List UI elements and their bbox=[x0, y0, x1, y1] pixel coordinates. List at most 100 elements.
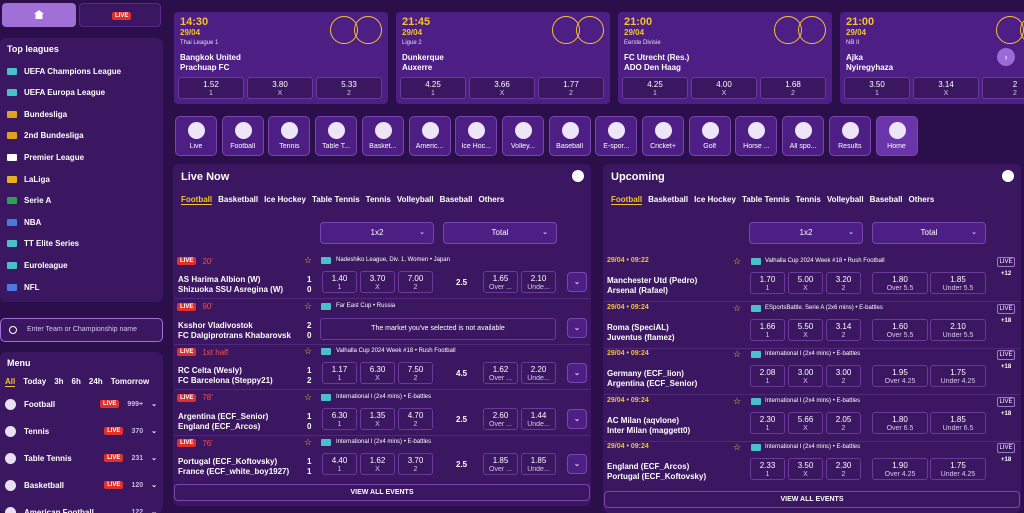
sport-tile-table-tennis[interactable]: Table T... bbox=[315, 116, 358, 156]
live-market-select[interactable]: 1x2 ⌄ bbox=[320, 222, 434, 244]
under-button[interactable]: 1.75 Under 4.25 bbox=[930, 365, 986, 387]
menu-item[interactable]: Basketball LIVE 120 ⌄ bbox=[5, 477, 157, 493]
odd-button[interactable]: 4.00 X bbox=[691, 77, 757, 99]
odd-button[interactable]: 5.66 X bbox=[788, 411, 823, 434]
odd-button[interactable]: 4.25 1 bbox=[622, 77, 688, 99]
odd-button[interactable]: 3.80 X bbox=[247, 77, 313, 99]
expand-button[interactable]: ⌄ bbox=[567, 272, 587, 292]
under-button[interactable]: 2.20 Unde... bbox=[521, 362, 556, 384]
tab-football[interactable]: Football bbox=[181, 195, 213, 205]
expand-button[interactable]: ⌄ bbox=[567, 408, 587, 429]
sport-tile-cricket[interactable]: Cricket+ bbox=[642, 116, 684, 156]
odd-button[interactable]: 3.14 2 bbox=[826, 318, 861, 341]
sport-tile-home[interactable]: Home bbox=[875, 116, 918, 156]
tab-table-tennis[interactable]: Table Tennis bbox=[741, 195, 790, 204]
tab-tennis[interactable]: Tennis bbox=[365, 195, 391, 204]
menu-filter[interactable]: Today bbox=[23, 377, 47, 386]
menu-item[interactable]: Football LIVE 999+ ⌄ bbox=[5, 396, 157, 412]
sport-tile-tennis[interactable]: Tennis bbox=[268, 116, 311, 156]
odd-button[interactable]: 3.50 1 bbox=[844, 77, 910, 99]
odd-button[interactable]: 1.17 1 bbox=[322, 362, 357, 384]
league-item[interactable]: NBA bbox=[7, 215, 41, 229]
tab-baseball[interactable]: Baseball bbox=[869, 195, 903, 204]
under-button[interactable]: 1.85 Under 6.5 bbox=[930, 411, 986, 434]
favorite-star-icon[interactable]: ☆ bbox=[304, 437, 313, 447]
live-button[interactable]: LIVE bbox=[79, 3, 161, 27]
under-button[interactable]: 2.10 Unde... bbox=[521, 271, 556, 293]
sport-tile-american-football[interactable]: Americ... bbox=[408, 116, 451, 156]
sport-tile-gamepad[interactable]: E-spor... bbox=[595, 116, 638, 156]
live-view-all-button[interactable]: VIEW ALL EVENTS bbox=[174, 484, 590, 501]
odd-button[interactable]: 2.05 2 bbox=[826, 411, 861, 434]
odd-button[interactable]: 4.25 1 bbox=[400, 77, 466, 99]
tab-baseball[interactable]: Baseball bbox=[439, 195, 473, 204]
league-item[interactable]: Serie A bbox=[7, 194, 51, 208]
odd-button[interactable]: 1.70 1 bbox=[750, 272, 785, 294]
menu-filter[interactable]: 6h bbox=[71, 377, 81, 386]
more-markets-count[interactable]: +12 bbox=[1001, 271, 1012, 277]
menu-filter[interactable]: All bbox=[5, 377, 16, 387]
odd-button[interactable]: 6.30 X bbox=[360, 362, 395, 384]
menu-filter[interactable]: Tomorrow bbox=[110, 377, 150, 386]
league-item[interactable]: UEFA Europa League bbox=[7, 86, 105, 100]
odd-button[interactable]: 5.33 2 bbox=[316, 77, 382, 99]
odd-button[interactable]: 2.30 2 bbox=[826, 458, 861, 480]
favorite-star-icon[interactable]: ☆ bbox=[304, 346, 313, 356]
league-item[interactable]: Bundesliga bbox=[7, 107, 67, 121]
top-match-card[interactable]: 21:00 29/04 Eerste Divisie FC Utrecht (Res.… bbox=[618, 12, 832, 104]
tab-tennis[interactable]: Tennis bbox=[795, 195, 821, 204]
odd-button[interactable]: 4.40 1 bbox=[322, 453, 357, 475]
favorite-star-icon[interactable]: ☆ bbox=[733, 349, 742, 359]
odd-button[interactable]: 1.68 2 bbox=[760, 77, 826, 99]
sport-tile-trophy[interactable]: All spo... bbox=[782, 116, 825, 156]
menu-filter[interactable]: 3h bbox=[54, 377, 64, 386]
expand-button[interactable]: ⌄ bbox=[567, 454, 587, 474]
under-button[interactable]: 1.85 Under 5.5 bbox=[930, 272, 986, 294]
tab-table-tennis[interactable]: Table Tennis bbox=[311, 195, 360, 204]
expand-button[interactable]: ⌄ bbox=[567, 363, 587, 383]
sport-tile-results[interactable]: Results bbox=[828, 116, 871, 156]
league-item[interactable]: Premier League bbox=[7, 150, 84, 164]
expand-button[interactable]: ⌄ bbox=[567, 317, 587, 338]
odd-button[interactable]: 3.14 X bbox=[913, 77, 979, 99]
over-button[interactable]: 1.65 Over ... bbox=[483, 271, 518, 293]
more-markets-count[interactable]: +18 bbox=[1001, 410, 1012, 417]
odd-button[interactable]: 2.08 1 bbox=[750, 365, 785, 387]
live-total-select[interactable]: Total ⌄ bbox=[443, 222, 557, 244]
tab-basketball[interactable]: Basketball bbox=[218, 195, 259, 204]
over-button[interactable]: 2.60 Over ... bbox=[483, 407, 518, 430]
upcoming-total-select[interactable]: Total ⌄ bbox=[872, 222, 986, 244]
sport-tile-ice-hockey[interactable]: Ice Hoc... bbox=[455, 116, 498, 156]
odd-button[interactable]: 3.00 X bbox=[788, 365, 823, 387]
carousel-next-button[interactable]: › bbox=[997, 48, 1015, 66]
over-button[interactable]: 1.80 Over 6.5 bbox=[872, 411, 928, 434]
odd-button[interactable]: 2.30 1 bbox=[750, 411, 785, 434]
menu-item[interactable]: Tennis LIVE 370 ⌄ bbox=[5, 423, 157, 439]
tab-ice-hockey[interactable]: Ice Hockey bbox=[264, 195, 306, 204]
tab-basketball[interactable]: Basketball bbox=[648, 195, 689, 204]
sport-tile-horse[interactable]: Horse ... bbox=[735, 116, 778, 156]
league-item[interactable]: NFL bbox=[7, 280, 40, 294]
under-button[interactable]: 1.44 Unde... bbox=[521, 407, 556, 430]
over-button[interactable]: 1.62 Over ... bbox=[483, 362, 518, 384]
top-match-card[interactable]: 21:45 29/04 Ligue 2 Dunkerque Auxerre 4.25 1 3.… bbox=[396, 12, 610, 104]
league-item[interactable]: 2nd Bundesliga bbox=[7, 129, 84, 143]
odd-button[interactable]: 3.20 2 bbox=[826, 272, 861, 294]
odd-button[interactable]: 3.70 2 bbox=[398, 453, 433, 475]
sport-tile-baseball[interactable]: Baseball bbox=[548, 116, 591, 156]
favorite-star-icon[interactable]: ☆ bbox=[733, 395, 742, 406]
favorite-star-icon[interactable]: ☆ bbox=[304, 391, 313, 402]
search-input[interactable]: Enter Team or Championship name bbox=[27, 326, 137, 333]
menu-item[interactable]: American Football 122 ⌄ bbox=[5, 504, 157, 513]
under-button[interactable]: 2.10 Under 5.5 bbox=[930, 318, 986, 341]
favorite-star-icon[interactable]: ☆ bbox=[733, 256, 742, 266]
sport-tile-play[interactable]: Live bbox=[175, 116, 217, 156]
over-button[interactable]: 1.90 Over 4.25 bbox=[872, 458, 928, 480]
odd-button[interactable]: 5.00 X bbox=[788, 272, 823, 294]
odd-button[interactable]: 1.77 2 bbox=[538, 77, 604, 99]
odd-button[interactable]: 3.00 2 bbox=[826, 365, 861, 387]
search-box[interactable]: Enter Team or Championship name bbox=[0, 318, 163, 342]
odd-button[interactable]: 3.70 X bbox=[360, 271, 395, 293]
odd-button[interactable]: 1.40 1 bbox=[322, 271, 357, 293]
tab-others[interactable]: Others bbox=[908, 195, 935, 204]
